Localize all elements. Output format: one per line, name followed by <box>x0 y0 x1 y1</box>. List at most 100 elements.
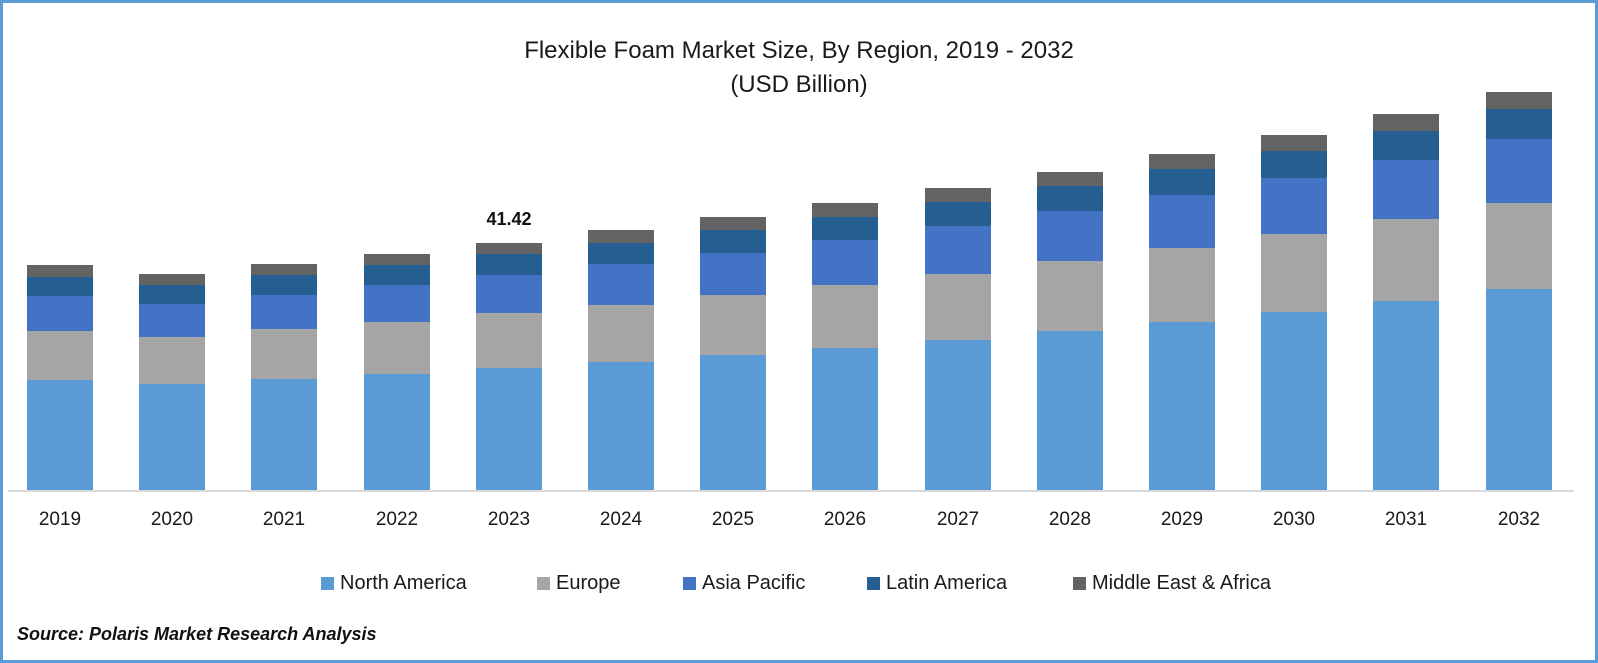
bar-segment-latin-america <box>1261 151 1327 178</box>
x-tick-label: 2028 <box>1048 509 1092 530</box>
x-tick-label: 2031 <box>1384 509 1428 530</box>
legend-item-latin-america: Latin America <box>867 572 1007 595</box>
bar-segment-europe <box>588 305 654 363</box>
bar-2023 <box>476 243 542 490</box>
bar-2032 <box>1486 92 1552 490</box>
bar-segment-europe <box>1037 261 1103 332</box>
x-tick-label: 2026 <box>823 509 867 530</box>
bar-segment-asia-pacific <box>1261 178 1327 234</box>
legend-label: Latin America <box>886 572 1008 594</box>
bar-2021 <box>251 264 317 490</box>
x-tick-label: 2029 <box>1160 509 1204 530</box>
bar-segment-asia-pacific <box>588 264 654 306</box>
bar-segment-middle-east-africa <box>1149 153 1215 169</box>
bar-segment-north-america <box>251 379 317 490</box>
bar-segment-europe <box>251 329 317 380</box>
legend-swatch-europe <box>537 577 550 590</box>
legend-item-north-america: North America <box>321 572 467 595</box>
bar-segment-europe <box>27 330 93 380</box>
bar-segment-asia-pacific <box>251 295 317 330</box>
bar-segment-north-america <box>925 340 991 490</box>
bar-segment-latin-america <box>588 243 654 265</box>
bar-segment-asia-pacific <box>1037 211 1103 262</box>
legend-label: Middle East & Africa <box>1092 572 1271 594</box>
x-tick-label: 2032 <box>1497 509 1541 530</box>
x-tick-label: 2024 <box>599 509 643 530</box>
x-tick-label: 2030 <box>1272 509 1316 530</box>
bar-segment-latin-america <box>364 265 430 286</box>
bar-segment-europe <box>1261 233 1327 312</box>
bar-segment-north-america <box>364 374 430 490</box>
bar-segment-asia-pacific <box>27 295 93 331</box>
bar-segment-asia-pacific <box>812 240 878 286</box>
bar-2028 <box>1037 172 1103 490</box>
bar-segment-europe <box>700 295 766 355</box>
bar-segment-europe <box>139 336 205 384</box>
bar-2024 <box>588 230 654 490</box>
bar-segment-middle-east-africa <box>139 274 205 285</box>
legend: North America Europe Asia Pacific Latin … <box>0 572 1598 600</box>
chart-title: Flexible Foam Market Size, By Region, 20… <box>524 37 1074 64</box>
bar-segment-latin-america <box>1486 109 1552 139</box>
bar-segment-latin-america <box>251 275 317 296</box>
bar-segment-asia-pacific <box>1486 139 1552 203</box>
bar-segment-north-america <box>1149 322 1215 490</box>
bar-segment-latin-america <box>1149 169 1215 195</box>
bar-segment-europe <box>1149 248 1215 322</box>
chart-subtitle: (USD Billion) <box>730 71 868 98</box>
bar-segment-europe <box>1373 219 1439 302</box>
bar-segment-middle-east-africa <box>812 203 878 217</box>
bar-segment-europe <box>812 285 878 348</box>
bar-segment-latin-america <box>476 254 542 276</box>
bar-segment-middle-east-africa <box>1261 135 1327 151</box>
legend-label: Europe <box>556 572 621 594</box>
legend-swatch-latin-america <box>867 577 880 590</box>
bar-2027 <box>925 188 991 490</box>
x-tick-label: 2019 <box>38 509 82 530</box>
legend-item-asia-pacific: Asia Pacific <box>683 572 805 595</box>
x-tick-label: 2022 <box>375 509 419 530</box>
legend-swatch-middle-east-africa <box>1073 577 1086 590</box>
bar-segment-middle-east-africa <box>925 188 991 203</box>
bar-2026 <box>812 203 878 490</box>
bar-segment-latin-america <box>812 217 878 241</box>
data-label: 41.42 <box>486 209 532 230</box>
legend-swatch-north-america <box>321 577 334 590</box>
bar-segment-latin-america <box>925 202 991 227</box>
bar-segment-asia-pacific <box>476 275 542 314</box>
bar-segment-latin-america <box>1373 131 1439 161</box>
bar-segment-north-america <box>476 367 542 490</box>
bar-2022 <box>364 254 430 490</box>
bar-segment-asia-pacific <box>1149 195 1215 248</box>
bar-segment-north-america <box>1373 301 1439 490</box>
bar-segment-europe <box>476 313 542 368</box>
x-axis-line <box>8 490 1574 492</box>
bar-segment-latin-america <box>700 230 766 254</box>
bar-segment-europe <box>364 322 430 374</box>
bar-segment-europe <box>925 274 991 341</box>
bar-2025 <box>700 217 766 490</box>
bar-segment-asia-pacific <box>364 285 430 322</box>
bar-segment-latin-america <box>139 285 205 305</box>
legend-label: Asia Pacific <box>702 572 806 594</box>
bar-segment-middle-east-africa <box>251 264 317 276</box>
bar-segment-asia-pacific <box>139 304 205 337</box>
bar-segment-middle-east-africa <box>476 243 542 255</box>
bar-segment-north-america <box>139 383 205 490</box>
bar-2031 <box>1373 114 1439 490</box>
bar-segment-middle-east-africa <box>700 217 766 231</box>
legend-item-middle-east-africa: Middle East & Africa <box>1073 572 1271 595</box>
bar-2019 <box>27 264 93 490</box>
bar-segment-north-america <box>1486 288 1552 490</box>
bar-segment-north-america <box>588 362 654 490</box>
legend-label: North America <box>340 572 467 594</box>
legend-swatch-asia-pacific <box>683 577 696 590</box>
bar-segment-north-america <box>700 355 766 490</box>
bar-segment-asia-pacific <box>700 253 766 296</box>
bar-2020 <box>139 274 205 490</box>
legend-item-europe: Europe <box>537 572 621 595</box>
x-tick-label: 2027 <box>936 509 980 530</box>
bar-segment-latin-america <box>1037 186 1103 212</box>
bar-segment-middle-east-africa <box>588 230 654 244</box>
bar-segment-north-america <box>1261 311 1327 490</box>
